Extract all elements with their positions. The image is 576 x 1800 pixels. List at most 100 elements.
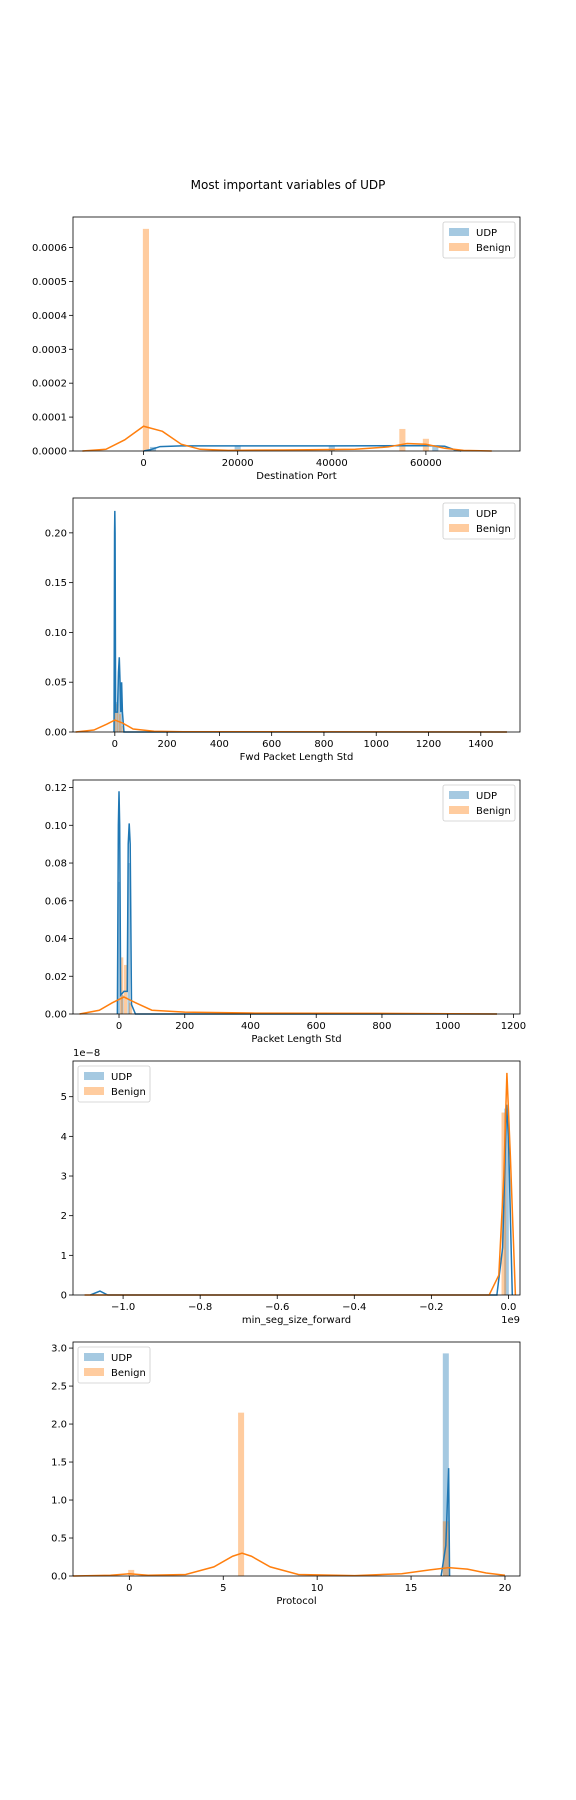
chart-panel-3: 0 200 400 600 800 1000 1200 0.00 0.02 0.04 0.06 0.0…: [45, 779, 526, 1045]
histogram-bar-benign-2: [238, 1412, 245, 1576]
y-tick-label: 0.10: [45, 628, 67, 639]
legend-label-udp: UDP: [111, 1072, 132, 1083]
y-tick-label: 3: [61, 1172, 67, 1183]
legend-swatch-udp: [449, 509, 469, 517]
y-tick-label: 0: [61, 1291, 67, 1302]
x-tick-label: 1200: [501, 1021, 526, 1032]
y-tick-label: 0.10: [45, 821, 67, 832]
y-tick-label: 0.0006: [32, 243, 67, 254]
y-tick-label: 0.0004: [32, 311, 67, 322]
legend-swatch-udp: [449, 228, 469, 236]
y-tick-label: 2: [61, 1211, 67, 1222]
legend: UDP Benign: [442, 784, 516, 822]
histogram-bar-udp-1: [117, 881, 121, 1014]
chart-panel-4: −1.0 −0.8 −0.6 −0.4 −0.2 0.0 0 1 2 3 4 5 min_seg_siz…: [61, 1048, 521, 1326]
histogram-bar-benign-1: [113, 712, 116, 732]
x-tick-label: 200: [158, 739, 177, 750]
y-tick-label: 5: [61, 1092, 67, 1103]
y-tick-label: 0.20: [45, 528, 67, 539]
x-tick-label: 0.0: [500, 1302, 516, 1313]
legend-label-benign: Benign: [476, 524, 511, 535]
legend-label-benign: Benign: [476, 243, 511, 254]
y-tick-label: 0.00: [45, 1010, 67, 1021]
y-tick-label: 0.5: [51, 1534, 67, 1545]
histogram-bar-udp-2: [234, 446, 241, 451]
x-tick-label: 20: [499, 1583, 512, 1594]
x-tick-label: 40000: [316, 458, 348, 469]
kde-line-udp: [90, 1104, 514, 1296]
chart-panel-1: 0 20000 40000 60000 0.0000 0.0001 0.0002 0.0003…: [32, 216, 521, 482]
y-tick-label: 0.0: [51, 1572, 67, 1583]
legend-label-udp: UDP: [111, 1353, 132, 1364]
y-tick-label: 0.02: [45, 972, 67, 983]
x-tick-label: 600: [262, 739, 281, 750]
legend-swatch-benign: [84, 1368, 104, 1376]
legend: UDP Benign: [77, 1346, 151, 1384]
legend: UDP Benign: [442, 221, 516, 259]
histogram-bar-udp-1: [504, 1108, 509, 1295]
x-axis-label: Packet Length Std: [251, 1034, 341, 1045]
x-tick-label: 1200: [416, 739, 441, 750]
x-tick-label: 15: [405, 1583, 418, 1594]
kde-line-benign: [72, 1552, 506, 1577]
histogram-bar-udp-3: [127, 863, 131, 1014]
y-tick-label: 2.0: [51, 1420, 67, 1431]
x-tick-label: 10: [311, 1583, 324, 1594]
x-tick-label: 400: [241, 1021, 260, 1032]
legend-swatch-benign: [449, 243, 469, 251]
y-tick-label: 1.5: [51, 1458, 67, 1469]
kde-line-benign: [82, 425, 492, 452]
kde-line-benign: [79, 996, 497, 1015]
x-tick-label: 1000: [364, 739, 389, 750]
y-tick-label: 0.12: [45, 783, 67, 794]
x-tick-label: 0: [112, 739, 118, 750]
y-tick-label: 1: [61, 1251, 67, 1262]
y-tick-label: 2.5: [51, 1382, 67, 1393]
x-tick-label: 800: [372, 1021, 391, 1032]
y-offset-label: 1e−8: [73, 1048, 100, 1059]
x-tick-label: −0.4: [342, 1302, 366, 1313]
legend-box: [442, 784, 516, 822]
y-tick-label: 0.15: [45, 578, 67, 589]
axes-frame: [72, 1341, 521, 1577]
x-axis-label: Protocol: [276, 1596, 316, 1607]
histogram-bar-udp-1: [442, 1353, 449, 1576]
chart-panel-5: 0 5 10 15 20 0.0 0.5 1.0 1.5 2.0 2.5 3.0 Protocol UDP…: [51, 1341, 521, 1607]
y-tick-label: 0.0002: [32, 379, 67, 390]
x-axis-label: Fwd Packet Length Std: [240, 752, 354, 763]
y-tick-label: 4: [61, 1132, 67, 1143]
axes-frame: [72, 216, 521, 452]
histogram-bar-benign-3: [119, 714, 122, 732]
histogram-bar-benign-1: [128, 1569, 135, 1576]
figure-title: Most important variables of UDP: [190, 178, 386, 192]
legend-box: [77, 1065, 151, 1103]
legend-swatch-udp: [449, 791, 469, 799]
histogram-bar-udp-2: [120, 995, 124, 1014]
kde-line-udp: [143, 444, 462, 452]
histogram-bar-benign-3: [128, 1002, 133, 1014]
histogram-bar-udp-3: [328, 446, 335, 451]
x-tick-label: 600: [307, 1021, 326, 1032]
x-tick-label: −1.0: [111, 1302, 135, 1313]
x-tick-label: 1000: [435, 1021, 460, 1032]
x-tick-label: 0: [116, 1021, 122, 1032]
x-tick-label: 800: [314, 739, 333, 750]
y-tick-label: 0.04: [45, 934, 67, 945]
histogram-bar-benign-2: [399, 428, 406, 451]
histogram-bar-benign-2: [116, 704, 119, 732]
axes-frame: [72, 1060, 521, 1296]
x-tick-label: 0: [126, 1583, 132, 1594]
axes-frame: [72, 497, 521, 733]
x-axis-label: min_seg_size_forward: [242, 1315, 351, 1326]
legend-swatch-benign: [449, 524, 469, 532]
legend-label-udp: UDP: [476, 791, 497, 802]
x-tick-label: 20000: [222, 458, 254, 469]
y-tick-label: 1.0: [51, 1496, 67, 1507]
x-axis-label: Destination Port: [256, 471, 336, 482]
legend-swatch-benign: [84, 1087, 104, 1095]
legend-label-udp: UDP: [476, 509, 497, 520]
legend-swatch-benign: [449, 806, 469, 814]
chart-panel-2: 0 200 400 600 800 1000 1200 1400 0.00 0.05 0.10 0.1…: [45, 497, 521, 763]
legend: UDP Benign: [77, 1065, 151, 1103]
histogram-bar-udp-2: [116, 702, 119, 732]
